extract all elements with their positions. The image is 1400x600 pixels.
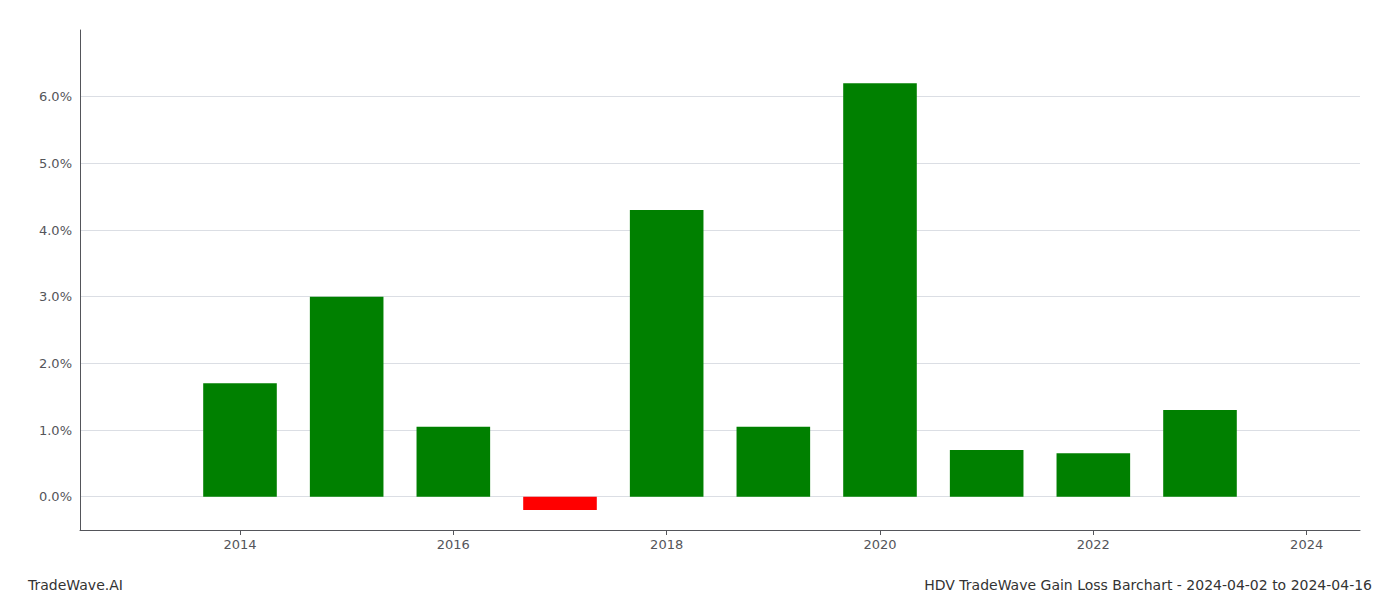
svg-text:2022: 2022 [1077, 537, 1110, 552]
svg-text:3.0%: 3.0% [39, 289, 72, 304]
svg-text:HDV TradeWave Gain Loss Barcha: HDV TradeWave Gain Loss Barchart - 2024-… [924, 577, 1372, 593]
svg-text:5.0%: 5.0% [39, 156, 72, 171]
svg-text:2014: 2014 [223, 537, 256, 552]
svg-text:0.0%: 0.0% [39, 489, 72, 504]
svg-text:2018: 2018 [650, 537, 683, 552]
svg-text:2.0%: 2.0% [39, 356, 72, 371]
svg-text:TradeWave.AI: TradeWave.AI [27, 577, 123, 593]
svg-text:1.0%: 1.0% [39, 423, 72, 438]
svg-text:2016: 2016 [437, 537, 470, 552]
svg-text:2020: 2020 [863, 537, 896, 552]
svg-text:6.0%: 6.0% [39, 89, 72, 104]
svg-text:2024: 2024 [1290, 537, 1323, 552]
svg-text:4.0%: 4.0% [39, 223, 72, 238]
